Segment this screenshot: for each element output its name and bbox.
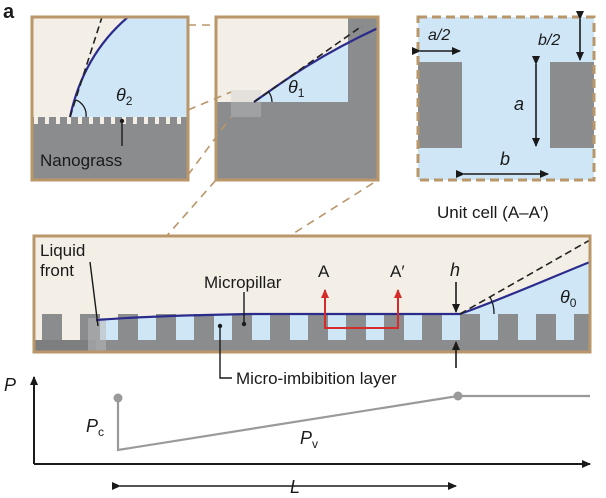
theta0-subscript: 0	[570, 296, 577, 310]
micro-imbibition-label: Micro-imbibition layer	[236, 369, 397, 388]
pillar-edge-point	[453, 391, 463, 401]
pc-label: Pc	[86, 416, 104, 439]
p-axis-label: P	[4, 375, 16, 395]
main-cross-section: Liquid front Micropillar A A′ h θ0 Micro…	[32, 234, 592, 388]
theta1-label: θ1	[288, 77, 305, 100]
liquid-front-label-line1: Liquid	[40, 241, 85, 260]
theta2-label: θ2	[116, 85, 133, 108]
a-label: a	[514, 94, 524, 114]
unit-cell-right-pillar	[550, 62, 594, 148]
pressure-plot: P Pc Pv L	[4, 375, 591, 497]
marker-a: A	[318, 262, 330, 281]
pv-label: Pv	[300, 428, 318, 451]
b-label: b	[500, 149, 510, 169]
panel-label: a	[3, 1, 15, 23]
marker-a-prime: A′	[390, 262, 405, 281]
theta1-subscript: 1	[298, 86, 305, 100]
unit-cell-caption: Unit cell (A–A′)	[437, 203, 549, 222]
section-cut-line	[324, 290, 399, 329]
liquid-front-label-line2: front	[40, 261, 74, 280]
pv-subscript: v	[312, 437, 318, 451]
pressure-curve	[116, 394, 590, 452]
theta0-label: θ0	[560, 287, 577, 310]
unit-cell-inset: a/2 b/2 a b	[412, 11, 596, 182]
pc-subscript: c	[98, 425, 104, 439]
capillary-pressure-point	[113, 393, 123, 403]
nanograss-inset: θ2 Nanograss	[30, 15, 190, 182]
nanograss-label: Nanograss	[40, 151, 122, 170]
unit-cell-left-pillar	[418, 62, 462, 148]
half-b-label: b/2	[538, 32, 560, 49]
micropillar-corner-inset: θ1	[214, 15, 380, 182]
micropillar-label: Micropillar	[204, 273, 282, 292]
half-a-label: a/2	[428, 27, 450, 44]
length-label: L	[290, 477, 300, 497]
h-label: h	[450, 260, 460, 280]
theta2-subscript: 2	[126, 94, 133, 108]
